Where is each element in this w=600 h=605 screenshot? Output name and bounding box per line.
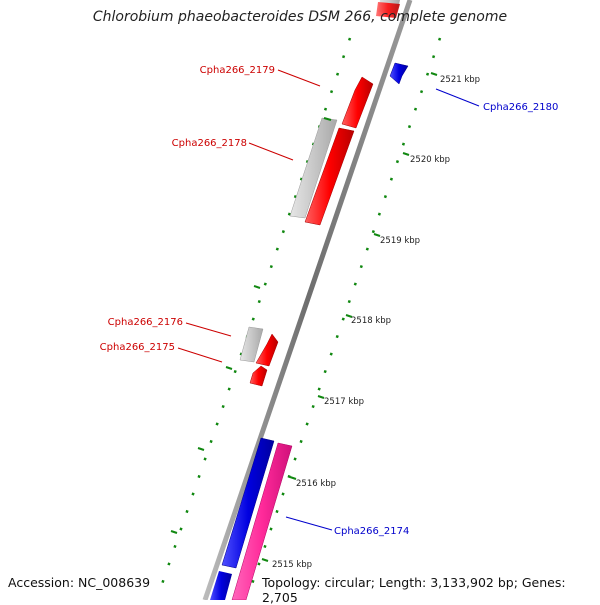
tick-label: 2521 kbp <box>440 75 480 85</box>
scale-ticks: 2521 kbp 2520 kbp 2519 kbp 2518 kbp 2517… <box>170 72 480 570</box>
tick-mark <box>345 314 353 318</box>
tick-mark <box>373 233 381 237</box>
gene-label-cpha266-2176: Cpha266_2176 <box>108 317 183 328</box>
tick-label: 2519 kbp <box>380 236 420 246</box>
genome-title: Chlorobium phaeobacteroides DSM 266, com… <box>92 9 508 25</box>
label-leader-cpha266-2178 <box>248 142 294 161</box>
tick-mark <box>317 395 325 399</box>
label-leader-cpha266-2176 <box>185 322 232 337</box>
gene-feature-cpha266-2180 <box>389 62 409 85</box>
inner-tick-mark <box>197 447 205 451</box>
tick-label: 2520 kbp <box>410 155 450 165</box>
gene-feature-cpha266-2175-a <box>255 333 279 367</box>
tick-label: 2517 kbp <box>324 397 364 407</box>
tick-label: 2515 kbp <box>272 560 312 570</box>
gene-feature-cpha266-2179 <box>341 76 374 129</box>
tick-mark <box>261 558 269 562</box>
label-leader-cpha266-2175 <box>177 347 223 363</box>
inner-tick-mark <box>225 366 233 370</box>
gene-feature-cpha266-2176-grey <box>239 326 264 363</box>
gene-feature-cpha266-2178 <box>304 127 355 226</box>
gene-feature-cpha266-2178-grey <box>289 117 338 219</box>
gene-feature-cpha266-2174 <box>221 437 275 569</box>
genome-backbone <box>202 0 413 600</box>
topology-text: Topology: circular; Length: 3,133,902 bp… <box>262 575 600 605</box>
label-leader-cpha266-2180 <box>435 88 480 107</box>
gene-feature-top-red <box>376 2 400 18</box>
gene-label-cpha266-2180: Cpha266_2180 <box>483 102 558 113</box>
inner-tick-mark <box>323 117 332 121</box>
gene-feature-cpha266-2175-b <box>249 365 268 387</box>
tick-label: 2518 kbp <box>351 316 391 326</box>
accession-text: Accession: NC_008639 <box>8 575 151 590</box>
tick-label: 2516 kbp <box>296 479 336 489</box>
tick-mark <box>402 152 410 156</box>
label-leader-cpha266-2179 <box>277 69 321 87</box>
gene-feature-bottom-blue <box>210 571 232 600</box>
gene-feature-rna <box>231 442 293 600</box>
gene-label-cpha266-2179: Cpha266_2179 <box>200 65 275 76</box>
tick-mark <box>430 72 438 76</box>
gene-label-cpha266-2174: Cpha266_2174 <box>334 526 409 537</box>
inner-tick-mark <box>253 285 261 289</box>
tick-mark <box>289 476 297 480</box>
gene-label-cpha266-2178: Cpha266_2178 <box>172 138 247 149</box>
label-leader-cpha266-2174 <box>285 516 333 531</box>
inner-tick-mark <box>170 530 178 534</box>
gene-label-cpha266-2175: Cpha266_2175 <box>100 342 175 353</box>
